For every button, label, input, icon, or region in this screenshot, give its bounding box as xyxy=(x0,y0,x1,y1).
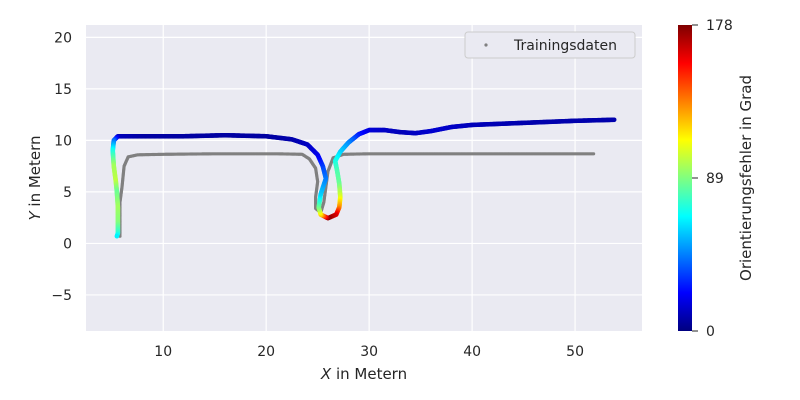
colorbar-tick-label: 178 xyxy=(706,18,733,34)
grid-lines xyxy=(86,25,642,331)
x-axis-label-text: in Metern xyxy=(331,365,407,383)
legend-marker xyxy=(484,43,488,47)
y-axis-label-var: Y xyxy=(26,210,44,221)
y-axis-label: Y in Metern xyxy=(26,135,44,220)
x-tick-label: 50 xyxy=(566,344,584,360)
x-axis-label-var: X xyxy=(320,365,332,383)
x-axis-label: X in Metern xyxy=(320,365,407,383)
plot-background xyxy=(86,25,642,331)
data-points xyxy=(110,117,617,239)
training-point xyxy=(592,152,596,156)
colorbar-tick-label: 89 xyxy=(706,171,724,187)
y-tick-label: 20 xyxy=(54,30,72,46)
legend-box xyxy=(464,31,636,59)
colorbar-tick-label: 0 xyxy=(706,324,715,340)
x-tick-label: 10 xyxy=(154,344,172,360)
error-point xyxy=(114,233,120,239)
x-tick-labels: 10 20 30 40 50 xyxy=(154,344,584,360)
y-tick-label: 15 xyxy=(54,82,72,98)
y-axis-label-text: in Metern xyxy=(26,135,44,211)
y-tick-labels: −5 0 5 10 15 20 xyxy=(51,30,72,304)
y-tick-label: 10 xyxy=(54,133,72,149)
colorbar-label: Orientierungsfehler in Grad xyxy=(737,75,755,281)
legend-label: Trainingsdaten xyxy=(513,38,617,54)
y-tick-label: −5 xyxy=(51,288,72,304)
y-tick-label: 5 xyxy=(63,185,72,201)
x-tick-label: 20 xyxy=(257,344,275,360)
y-tick-label: 0 xyxy=(63,236,72,252)
x-tick-label: 40 xyxy=(463,344,481,360)
colorbar-ticks: 0 89 178 xyxy=(692,18,733,340)
x-tick-label: 30 xyxy=(360,344,378,360)
legend: Trainingsdaten xyxy=(464,31,636,59)
colorbar xyxy=(678,25,692,331)
